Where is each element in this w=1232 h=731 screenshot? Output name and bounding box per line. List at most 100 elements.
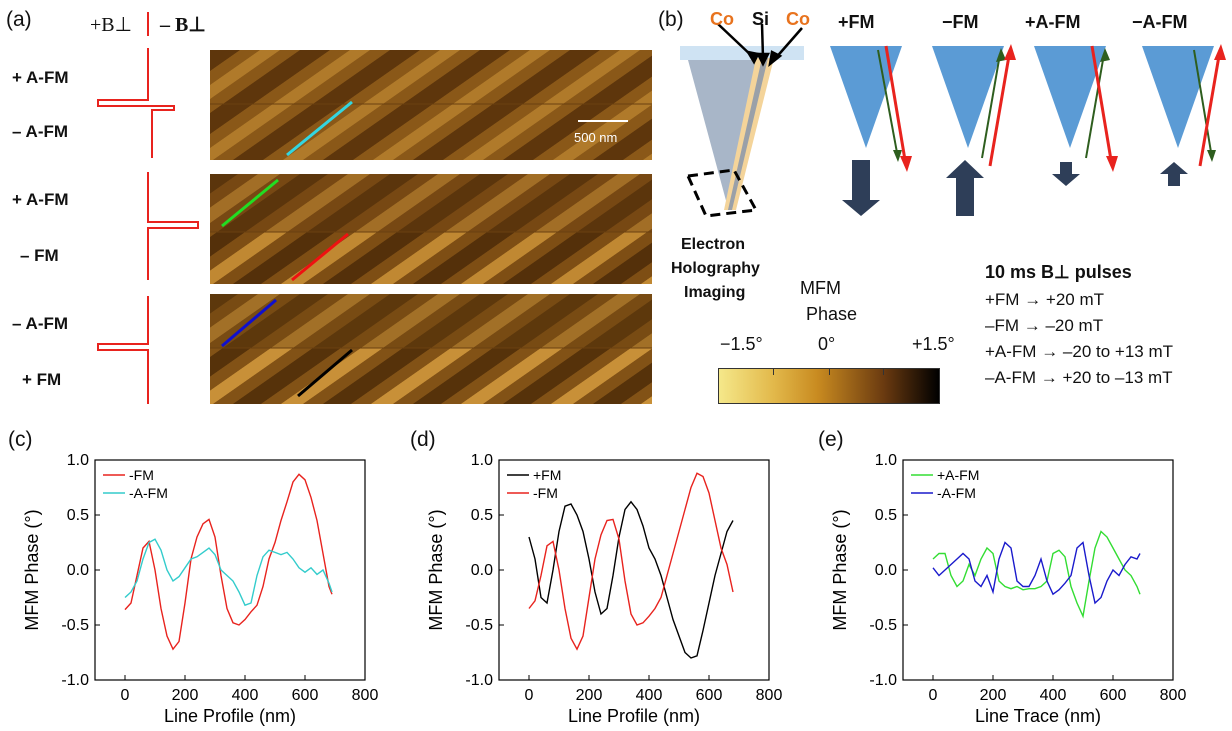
line-cut-green	[221, 178, 279, 228]
colorbar-title-2: Phase	[806, 304, 858, 324]
colorbar-tick-min: −1.5°	[720, 334, 763, 354]
tip-state-label-2: −FM	[942, 12, 979, 32]
panel-a-letter: (a)	[6, 8, 32, 31]
x-tick-label: 600	[292, 687, 319, 704]
scale-bar	[578, 120, 628, 122]
colorbar	[718, 368, 940, 404]
holography-label-2: Holography	[671, 260, 760, 277]
colorbar-tick-max: +1.5°	[912, 334, 955, 354]
y-tick-label: 1.0	[471, 452, 493, 469]
legend-entry: +A-FM	[937, 467, 979, 483]
x-tick-label: 800	[352, 687, 379, 704]
tip-plus-afm	[1034, 45, 1118, 186]
tip-state-label-1: +FM	[838, 12, 875, 32]
y-tick-label: -1.0	[869, 672, 897, 689]
field-plus-label: +B⊥	[90, 14, 133, 36]
legend-entry: +FM	[533, 467, 561, 483]
pulse-row1	[97, 48, 175, 158]
colorbar-tick-mid: 0°	[818, 334, 836, 354]
series-line	[124, 538, 333, 607]
chart-d-letter: (d)	[410, 428, 436, 451]
pulse-row2	[147, 172, 199, 280]
line-cut-blue-black	[221, 298, 353, 398]
y-tick-label: 1.0	[875, 452, 897, 469]
chart-d: 0 200 400 600 800 -1.0 -0.5 0.0 0.5 1.0 Line Profi…	[426, 452, 783, 726]
series-line	[528, 472, 734, 651]
y-tick-label: -0.5	[869, 617, 897, 634]
row1-bottom-label: – A-FM	[12, 122, 69, 141]
x-axis-label: Line Profile (nm)	[164, 706, 296, 726]
si-label: Si	[752, 9, 770, 29]
field-minus-label: – B⊥	[160, 14, 206, 36]
x-tick-label: 400	[1040, 687, 1067, 704]
panel-b-letter: (b)	[658, 8, 684, 31]
line-cut-blue	[221, 298, 277, 348]
pulse-diagrams	[97, 48, 199, 404]
x-tick-label: 800	[756, 687, 783, 704]
y-tick-label: 0.5	[471, 507, 493, 524]
y-tick-label: 0.0	[67, 562, 89, 579]
legend-entry: -A-FM	[937, 485, 976, 501]
line-cut-red	[291, 232, 349, 282]
x-axis-label: Line Trace (nm)	[975, 706, 1101, 726]
holography-label-1: Electron	[681, 236, 746, 253]
legend-entry: -A-FM	[129, 485, 168, 501]
y-tick-label: -1.0	[465, 672, 493, 689]
mfm-image-row1: 500 nm	[210, 50, 652, 160]
tip-minus-afm	[1142, 44, 1226, 186]
row2-top-label: + A-FM	[12, 190, 69, 209]
colorbar-title-1: MFM	[800, 278, 841, 298]
holography-label-3: Imaging	[684, 284, 746, 301]
series-line	[124, 473, 333, 651]
y-tick-label: -1.0	[61, 672, 89, 689]
pulse-line-1: +FM → +20 mT	[985, 290, 1105, 309]
colorbar-tick-mark-3	[883, 369, 884, 375]
colorbar-tick-mark-1	[773, 369, 774, 375]
tip-state-label-4: −A-FM	[1132, 12, 1188, 32]
x-tick-label: 400	[232, 687, 259, 704]
y-axis-label: MFM Phase (°)	[426, 509, 446, 630]
legend-entry: -FM	[533, 485, 558, 501]
row1-top-label: + A-FM	[12, 68, 69, 87]
x-tick-label: 200	[172, 687, 199, 704]
pulse-row3	[97, 296, 149, 404]
y-tick-label: -0.5	[465, 617, 493, 634]
y-tick-label: 0.5	[875, 507, 897, 524]
tip-minus-fm	[932, 44, 1016, 216]
x-tick-label: 200	[576, 687, 603, 704]
x-tick-label: 600	[696, 687, 723, 704]
line-cut-black	[297, 348, 353, 398]
chart-e-letter: (e)	[818, 428, 844, 451]
y-tick-label: 0.5	[67, 507, 89, 524]
y-tick-label: 0.0	[471, 562, 493, 579]
tip-schematic	[680, 23, 804, 218]
series-line	[932, 541, 1141, 605]
mfm-image-row2	[210, 174, 652, 284]
x-tick-label: 0	[929, 687, 938, 704]
tip-state-label-3: +A-FM	[1025, 12, 1081, 32]
x-tick-label: 0	[525, 687, 534, 704]
y-axis-label: MFM Phase (°)	[22, 509, 42, 630]
x-tick-label: 200	[980, 687, 1007, 704]
chart-c: 0 200 400 600 800 -1.0 -0.5 0.0 0.5 1.0 Line Profi…	[22, 452, 379, 726]
pulse-line-3: +A-FM → –20 to +13 mT	[985, 342, 1174, 361]
x-tick-label: 600	[1100, 687, 1127, 704]
co-left-label: Co	[710, 9, 734, 29]
tip-plus-fm	[830, 45, 912, 216]
legend-entry: -FM	[129, 467, 154, 483]
y-tick-label: -0.5	[61, 617, 89, 634]
x-tick-label: 0	[121, 687, 130, 704]
row3-bottom-label: + FM	[22, 370, 62, 389]
y-tick-label: 1.0	[67, 452, 89, 469]
scale-bar-label: 500 nm	[574, 130, 618, 145]
field-axis-marker	[147, 12, 149, 36]
x-tick-label: 800	[1160, 687, 1187, 704]
pulses-title: 10 ms B⊥ pulses	[985, 262, 1132, 282]
row2-bottom-label: – FM	[20, 246, 59, 265]
series-line	[528, 500, 734, 659]
y-tick-label: 0.0	[875, 562, 897, 579]
row3-top-label: – A-FM	[12, 314, 69, 333]
x-tick-label: 400	[636, 687, 663, 704]
pulse-line-4: –A-FM → +20 to –13 mT	[985, 368, 1173, 387]
line-cut-cyan	[286, 100, 353, 157]
